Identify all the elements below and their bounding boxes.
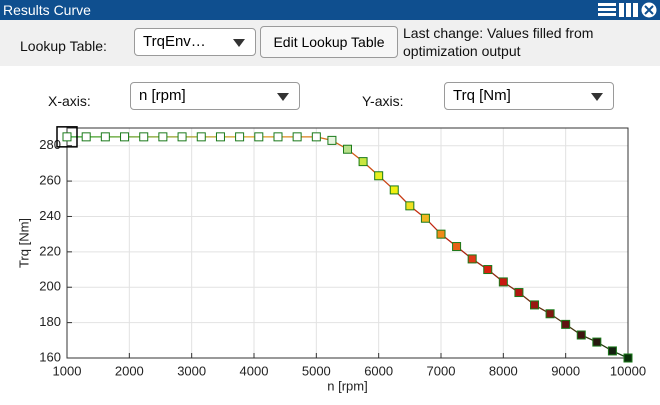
data-point [576,330,586,340]
title-bar: Results Curve [0,0,660,20]
x-tick-label: 1000 [53,363,82,378]
data-point [545,309,555,319]
x-tick-label: 6000 [364,363,393,378]
x-tick-label: 5000 [302,363,331,378]
y-axis-value: Trq [Nm] [453,87,511,104]
data-point [592,337,602,347]
data-point [607,346,617,356]
data-point [405,201,415,211]
x-tick-label: 10000 [610,363,646,378]
lookup-dropdown[interactable]: TrqEnv… [134,28,256,56]
data-point [483,265,493,275]
data-point [196,132,206,142]
y-tick-label: 280 [39,137,61,152]
data-point [273,132,283,142]
window-icons [598,2,657,18]
data-point [81,132,91,142]
data-point [514,288,524,298]
y-axis-label: Y-axis: [362,93,404,109]
edit-lookup-button[interactable]: Edit Lookup Table [260,26,398,58]
data-point [530,300,539,310]
y-tick-label: 240 [39,208,61,223]
selection-box [56,126,78,148]
data-point [452,242,462,252]
x-tick-label: 4000 [240,363,269,378]
data-point [327,135,337,145]
y-tick-label: 260 [39,173,61,188]
data-point [389,185,399,195]
curve-line [67,136,629,359]
data-point [177,132,187,142]
data-point [420,213,430,223]
y-tick-label: 160 [39,349,61,364]
data-point [467,254,477,264]
data-point [292,132,302,142]
data-point [343,144,352,154]
data-point [436,229,446,239]
data-point [623,353,633,363]
y-tick-label: 220 [39,243,61,258]
x-axis-title: n [rpm] [327,378,367,393]
y-tick-label: 180 [39,314,61,329]
lookup-value: TrqEnv… [143,33,206,50]
lookup-label: Lookup Table: [20,38,107,54]
data-point [235,132,245,142]
x-axis-value: n [rpm] [139,87,186,104]
x-axis-dropdown[interactable]: n [rpm] [130,82,300,110]
y-tick-label: 200 [39,279,61,294]
data-point [561,319,571,329]
data-point [358,157,368,167]
x-tick-label: 3000 [177,363,206,378]
data-point [374,171,384,181]
data-point [215,132,225,142]
data-point [100,132,110,142]
data-point [120,132,130,142]
y-axis-dropdown[interactable]: Trq [Nm] [444,82,614,110]
plot-area [67,128,628,358]
window-title: Results Curve [3,2,91,18]
x-tick-label: 2000 [115,363,144,378]
data-point [139,132,149,142]
data-point [311,132,321,142]
data-point [254,132,264,142]
data-point [158,132,168,142]
axes-box [66,127,629,359]
y-axis-title: Trq [Nm] [16,218,31,268]
x-tick-label: 7000 [427,363,456,378]
data-point [498,277,508,287]
last-change-text: Last change: Values filled from optimiza… [403,25,594,59]
data-point [62,132,72,142]
x-tick-label: 9000 [551,363,580,378]
x-axis-label: X-axis: [48,93,91,109]
x-tick-label: 8000 [489,363,518,378]
